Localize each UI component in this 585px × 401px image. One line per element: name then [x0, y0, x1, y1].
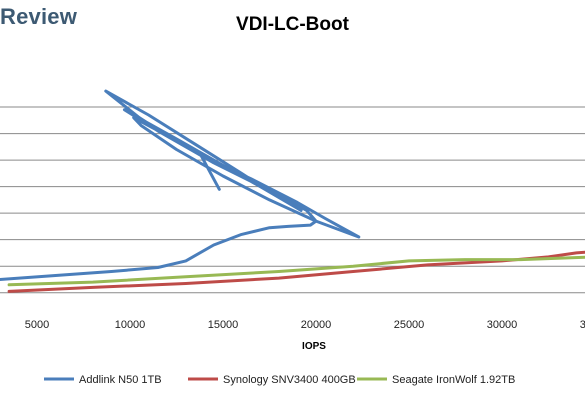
- x-tick-label-3: 20000: [301, 319, 332, 331]
- x-axis-ticks: 5000 10000 15000 20000 25000 30000 35000: [25, 319, 585, 331]
- series-line-0: [0, 89, 361, 281]
- brand-logo-text: Review: [0, 4, 78, 29]
- series-lines: [0, 89, 585, 293]
- x-tick-label-6: 35000: [580, 319, 585, 331]
- x-tick-label-0: 5000: [25, 319, 49, 331]
- x-tick-label-2: 15000: [208, 319, 239, 331]
- x-tick-label-4: 25000: [394, 319, 425, 331]
- series-line-1: [7, 250, 585, 293]
- gridlines: [0, 106, 585, 294]
- legend-label-1: Synology SNV3400 400GB: [223, 374, 356, 386]
- legend: Addlink N50 1TB Synology SNV3400 400GB Sea…: [44, 374, 515, 386]
- legend-label-2: Seagate IronWolf 1.92TB: [392, 374, 515, 386]
- x-axis-label: IOPS: [302, 341, 326, 352]
- chart-title: VDI-LC-Boot: [236, 14, 349, 35]
- series-line-2: [7, 255, 585, 287]
- legend-label-0: Addlink N50 1TB: [79, 374, 162, 386]
- x-tick-label-5: 30000: [487, 319, 518, 331]
- x-tick-label-1: 10000: [115, 319, 146, 331]
